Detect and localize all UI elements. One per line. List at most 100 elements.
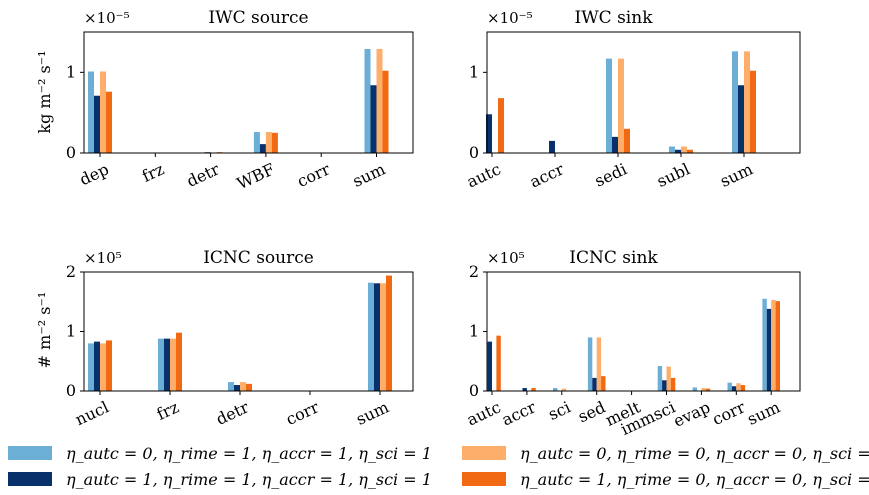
x-tick-label-autc: autc xyxy=(464,397,504,429)
chart-title: ICNC source xyxy=(203,248,314,268)
bar-immsci-series-3 xyxy=(666,366,671,391)
x-tick-label-frz: frz xyxy=(139,159,167,186)
y-tick-label: 1 xyxy=(469,322,479,341)
bar-frz-series-4 xyxy=(176,332,182,391)
legend-entry-1: η_autc = 0, η_rime = 1, η_accr = 1, η_sc… xyxy=(8,444,432,463)
plot-frame xyxy=(486,31,801,154)
y-tick-label: 2 xyxy=(469,262,479,281)
legend-label: η_autc = 1, η_rime = 1, η_accr = 1, η_sc… xyxy=(66,470,432,489)
x-tick-label-sum: sum xyxy=(717,159,756,190)
y-tick-label: 1 xyxy=(66,322,76,341)
bar-subl-series-2 xyxy=(675,149,681,153)
bar-sum-series-2 xyxy=(766,308,772,391)
bar-sum-series-3 xyxy=(376,48,383,153)
bar-sum-series-1 xyxy=(364,48,371,153)
bar-detr-series-3 xyxy=(240,382,246,391)
bar-sum-series-3 xyxy=(771,299,776,391)
bar-WBF-series-2 xyxy=(259,144,266,153)
bar-sum-series-4 xyxy=(386,275,392,391)
bar-frz-series-2 xyxy=(164,338,170,391)
y-tick-label: 0 xyxy=(469,381,479,400)
bar-sum-series-2 xyxy=(374,283,380,391)
chart-panel-1: 0 1 dep frz detr WBF corr sum IWC source ×10⁻⁵ xyxy=(66,8,414,193)
bar-corr-series-2 xyxy=(731,386,737,391)
bar-sum-series-1 xyxy=(762,298,767,391)
x-tick-label-frz: frz xyxy=(154,397,182,424)
y-axis-label-top: kg m⁻² s⁻¹ xyxy=(35,50,54,133)
axis-multiplier: ×10⁻⁵ xyxy=(84,9,130,27)
bar-autc-series-2 xyxy=(486,114,492,153)
bar-sedi-series-2 xyxy=(612,136,618,153)
bar-sum-series-4 xyxy=(382,70,389,153)
bar-sed-series-1 xyxy=(587,337,593,391)
bar-frz-series-3 xyxy=(170,338,176,391)
bar-sci-series-1 xyxy=(553,388,558,391)
y-tick-label: 1 xyxy=(66,62,76,81)
bar-immsci-series-1 xyxy=(657,366,663,391)
axis-multiplier: ×10⁵ xyxy=(487,249,525,267)
y-tick-label: 0 xyxy=(469,143,479,162)
bar-nucl-series-2 xyxy=(94,341,100,391)
bar-sum-series-2 xyxy=(370,85,377,153)
bar-sum-series-3 xyxy=(380,283,386,391)
legend-swatch xyxy=(8,472,52,486)
legend-label: η_autc = 0, η_rime = 0, η_accr = 0, η_sc… xyxy=(520,444,869,463)
bar-evap-series-1 xyxy=(692,387,697,391)
bar-subl-series-4 xyxy=(687,149,693,153)
bar-nucl-series-4 xyxy=(106,340,112,391)
y-tick-label: 2 xyxy=(66,262,76,281)
bar-subl-series-1 xyxy=(669,146,675,153)
bar-sum-series-1 xyxy=(368,282,374,391)
bar-sum-series-1 xyxy=(732,51,738,153)
legend-label: η_autc = 1, η_rime = 0, η_accr = 0, η_sc… xyxy=(520,470,869,489)
legend-entry-3: η_autc = 1, η_rime = 1, η_accr = 1, η_sc… xyxy=(8,470,432,489)
bar-sum-series-4 xyxy=(775,301,780,391)
x-tick-label-evap: evap xyxy=(670,397,713,430)
bar-dep-series-3 xyxy=(100,71,106,153)
x-tick-label-sum: sum xyxy=(744,397,783,428)
x-tick-label-sci: sci xyxy=(545,397,573,424)
plot-frame xyxy=(83,31,414,154)
bar-WBF-series-3 xyxy=(265,132,272,153)
x-tick-label-detr: detr xyxy=(213,397,252,429)
axis-multiplier: ×10⁵ xyxy=(84,249,122,267)
bar-immsci-series-4 xyxy=(670,377,676,391)
bar-sed-series-3 xyxy=(596,337,602,391)
bar-autc-series-4 xyxy=(496,335,501,391)
x-tick-label-corr: corr xyxy=(294,159,333,191)
bar-dep-series-1 xyxy=(88,71,94,153)
y-tick-label: 0 xyxy=(66,381,76,400)
bar-sci-series-3 xyxy=(561,388,567,391)
x-tick-label-sedi: sedi xyxy=(592,159,630,190)
x-tick-label-accr: accr xyxy=(527,159,567,191)
y-axis-label-bottom: # m⁻² s⁻¹ xyxy=(35,292,54,369)
x-tick-label-dep: dep xyxy=(77,159,112,189)
chart-title: ICNC sink xyxy=(569,248,658,268)
legend-entry-4: η_autc = 1, η_rime = 0, η_accr = 0, η_sc… xyxy=(462,470,869,489)
bar-nucl-series-3 xyxy=(100,343,106,391)
bar-sum-series-4 xyxy=(750,70,756,153)
bar-dep-series-2 xyxy=(94,95,100,153)
y-tick-label: 0 xyxy=(66,143,76,162)
bar-sedi-series-4 xyxy=(624,128,630,153)
chart-panel-2: 0 1 autc accr sedi subl sum IWC sink ×10⁻⁵ xyxy=(464,8,801,192)
bar-sed-series-2 xyxy=(592,377,597,391)
bar-autc-series-4 xyxy=(498,98,504,153)
x-tick-label-accr: accr xyxy=(499,397,539,429)
axis-multiplier: ×10⁻⁵ xyxy=(487,9,533,27)
bar-corr-series-4 xyxy=(740,385,746,391)
bar-frz-series-1 xyxy=(158,338,164,391)
bar-subl-series-3 xyxy=(681,146,687,153)
chart-title: IWC source xyxy=(208,8,308,28)
bar-sum-series-3 xyxy=(744,51,750,153)
bar-immsci-series-2 xyxy=(662,380,667,391)
x-tick-label-WBF: WBF xyxy=(234,159,278,193)
legend: η_autc = 0, η_rime = 1, η_accr = 1, η_sc… xyxy=(8,444,869,489)
bar-detr-series-1 xyxy=(228,382,234,391)
bar-dep-series-4 xyxy=(106,91,112,153)
bar-detr-series-2 xyxy=(234,385,240,391)
bar-sum-series-2 xyxy=(738,85,744,153)
chart-title: IWC sink xyxy=(574,8,653,28)
